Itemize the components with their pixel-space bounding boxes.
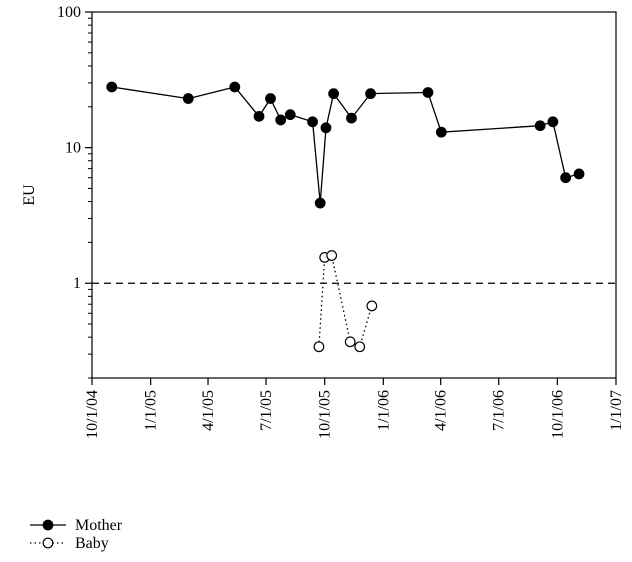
x-tick-label: 10/1/06 bbox=[549, 390, 566, 439]
x-tick-label: 1/1/05 bbox=[143, 390, 160, 431]
data-point-mother bbox=[229, 81, 241, 93]
y-axis: 1 10 100 bbox=[57, 4, 92, 379]
plot-frame bbox=[91, 11, 617, 379]
data-point-baby bbox=[326, 250, 338, 261]
series-line-baby bbox=[318, 254, 373, 348]
legend-marker-mother bbox=[42, 519, 54, 531]
x-tick-label: 1/1/07 bbox=[608, 390, 625, 431]
data-point-mother bbox=[106, 81, 118, 93]
legend-label-mother: Mother bbox=[75, 517, 123, 534]
series-lines bbox=[111, 86, 580, 348]
y-tick-label: 1 bbox=[73, 275, 81, 292]
data-point-baby bbox=[366, 300, 378, 312]
y-axis-title: EU bbox=[21, 184, 38, 206]
x-tick-label: 1/1/06 bbox=[375, 390, 392, 431]
data-point-mother bbox=[573, 168, 585, 180]
x-tick-label: 4/1/05 bbox=[200, 390, 217, 431]
x-tick-label: 7/1/05 bbox=[258, 390, 275, 431]
data-point-mother bbox=[435, 126, 447, 138]
data-point-baby bbox=[354, 341, 366, 353]
series-points bbox=[106, 81, 585, 353]
y-tick-label: 100 bbox=[57, 4, 81, 21]
data-point-mother bbox=[253, 110, 265, 122]
data-point-baby bbox=[313, 341, 325, 353]
legend-marker-baby bbox=[42, 537, 54, 549]
series-line-mother bbox=[111, 86, 580, 204]
data-point-mother bbox=[328, 88, 340, 100]
data-point-mother bbox=[320, 122, 332, 134]
data-point-mother bbox=[365, 88, 376, 100]
data-point-mother bbox=[314, 197, 326, 209]
data-point-mother bbox=[547, 116, 559, 128]
x-tick-label: 4/1/06 bbox=[433, 390, 450, 431]
x-tick-label: 7/1/06 bbox=[491, 390, 508, 431]
data-point-mother bbox=[275, 114, 287, 126]
data-point-baby bbox=[344, 336, 356, 348]
data-point-mother bbox=[182, 93, 194, 104]
data-point-mother bbox=[346, 112, 357, 124]
x-axis: 10/1/04 1/1/05 4/1/05 7/1/05 10/1/05 1/1/06 4/… bbox=[84, 378, 625, 439]
data-point-mother bbox=[307, 116, 318, 128]
legend-label-baby: Baby bbox=[75, 535, 109, 552]
data-point-mother bbox=[534, 120, 546, 132]
data-point-mother bbox=[265, 93, 276, 104]
data-point-mother bbox=[422, 87, 434, 98]
y-tick-label: 10 bbox=[65, 140, 81, 157]
data-point-mother bbox=[284, 109, 296, 121]
x-tick-label: 10/1/05 bbox=[317, 390, 334, 439]
data-point-mother bbox=[560, 172, 572, 184]
x-tick-label: 10/1/04 bbox=[84, 390, 101, 439]
